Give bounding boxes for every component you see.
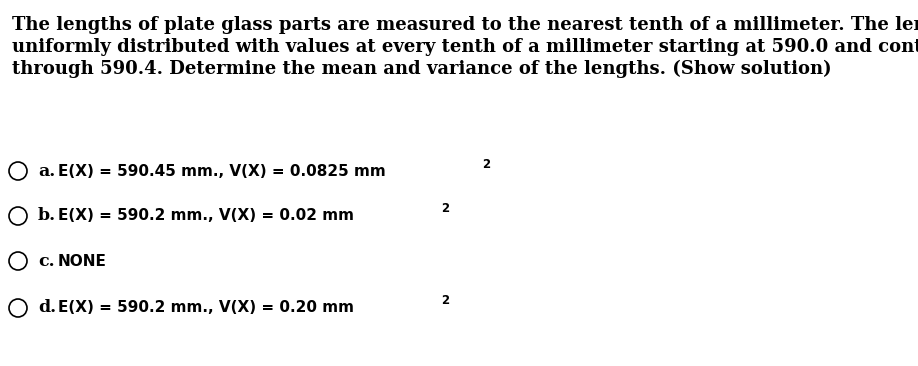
Text: The lengths of plate glass parts are measured to the nearest tenth of a millimet: The lengths of plate glass parts are mea… <box>12 16 918 34</box>
Text: E(X) = 590.2 mm., V(X) = 0.02 mm: E(X) = 590.2 mm., V(X) = 0.02 mm <box>58 209 354 224</box>
Text: d.: d. <box>38 299 56 317</box>
Text: b.: b. <box>38 208 56 224</box>
Text: through 590.4. Determine the mean and variance of the lengths. (Show solution): through 590.4. Determine the mean and va… <box>12 60 832 78</box>
Text: E(X) = 590.45 mm., V(X) = 0.0825 mm: E(X) = 590.45 mm., V(X) = 0.0825 mm <box>58 164 386 179</box>
Text: 2: 2 <box>441 202 449 216</box>
Text: a.: a. <box>38 163 55 179</box>
Text: c.: c. <box>38 253 55 269</box>
Text: 2: 2 <box>482 157 490 171</box>
Text: NONE: NONE <box>58 254 106 269</box>
Text: E(X) = 590.2 mm., V(X) = 0.20 mm: E(X) = 590.2 mm., V(X) = 0.20 mm <box>58 300 354 315</box>
Text: uniformly distributed with values at every tenth of a millimeter starting at 590: uniformly distributed with values at eve… <box>12 38 918 56</box>
Text: 2: 2 <box>441 295 449 307</box>
